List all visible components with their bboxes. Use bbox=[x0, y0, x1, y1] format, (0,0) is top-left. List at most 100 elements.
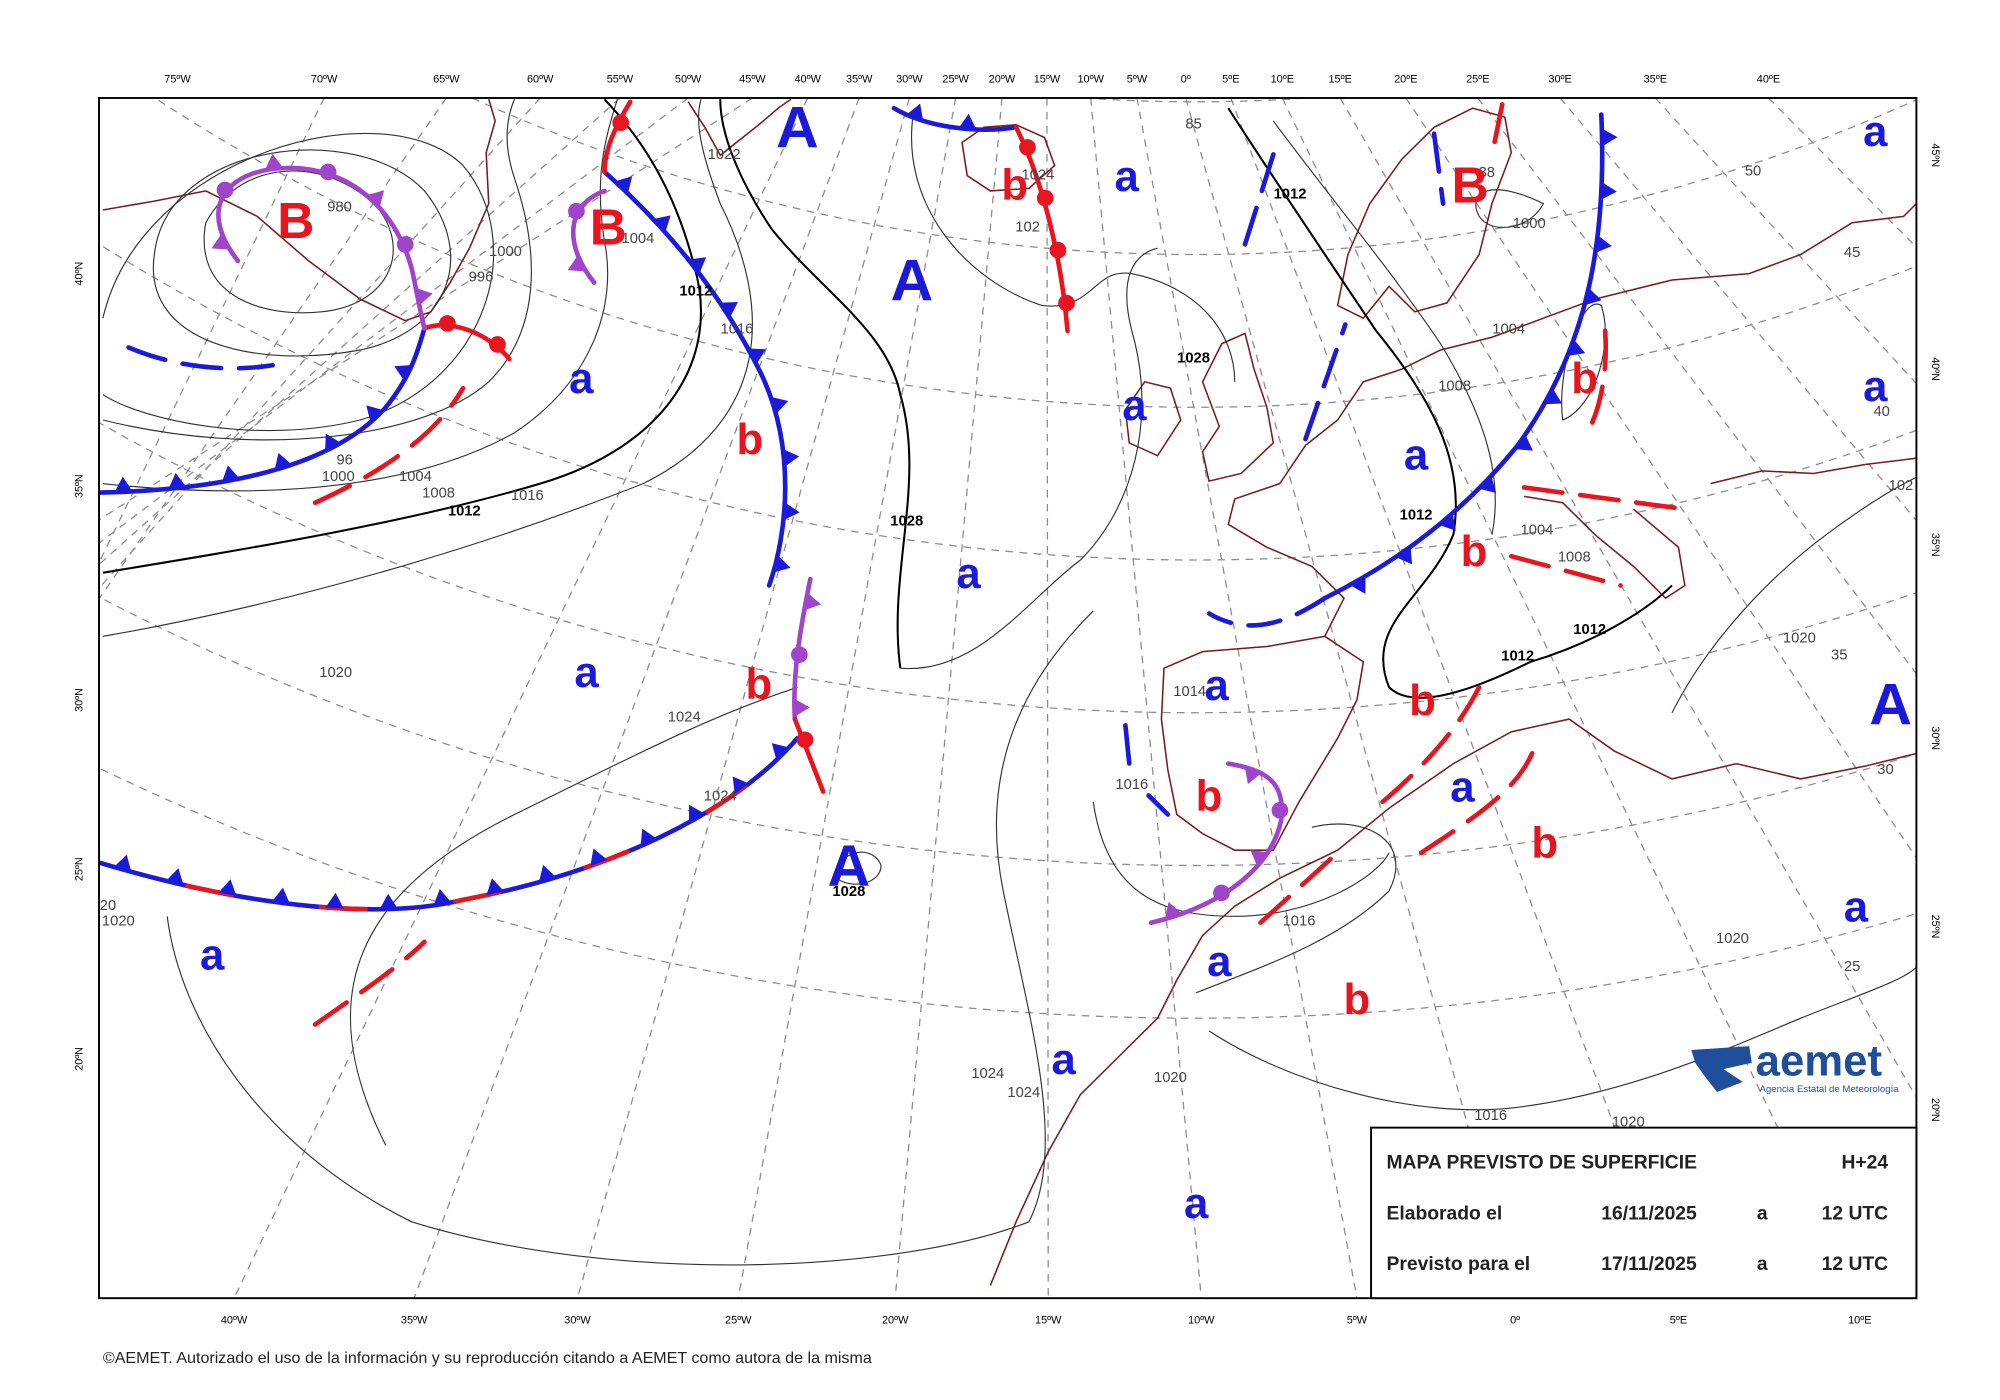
front-triangle bbox=[168, 472, 187, 489]
front-triangle bbox=[1601, 128, 1618, 147]
front-triangle bbox=[783, 502, 800, 521]
top-longitude-label: 50ºW bbox=[675, 74, 702, 86]
isobar-label: 30 bbox=[1877, 762, 1893, 778]
pressure-center: a bbox=[1205, 662, 1230, 710]
isobar-label: 1004 bbox=[1521, 523, 1554, 539]
isobar-label: 1028 bbox=[890, 514, 923, 530]
isobar-labels: 980 996 1000 1012 1016 1004 1022 1024 102 85 1012 1… bbox=[100, 117, 1913, 1131]
front-semicircle bbox=[568, 202, 585, 220]
trough bbox=[1589, 328, 1608, 425]
coast-turkey bbox=[1710, 457, 1917, 485]
isobar-label: 1020 bbox=[319, 665, 352, 681]
front-triangle bbox=[1515, 434, 1533, 451]
front-triangle bbox=[325, 433, 341, 452]
isobar-label: 1024 bbox=[704, 789, 737, 805]
top-longitude-label: 40ºW bbox=[794, 74, 821, 86]
front-triangle bbox=[748, 348, 766, 365]
top-longitude-label: 60ºW bbox=[527, 74, 554, 86]
coastlines bbox=[102, 98, 1917, 1286]
map-area: 980 996 1000 1012 1016 1004 1022 1024 102 85 1012 1… bbox=[99, 98, 1917, 1299]
logo-name: aemet bbox=[1756, 1038, 1882, 1086]
isobar bbox=[900, 247, 1158, 670]
front-semicircle bbox=[1058, 294, 1075, 312]
trough bbox=[1258, 850, 1340, 926]
front-triangle bbox=[804, 592, 822, 611]
warm-front bbox=[792, 716, 826, 794]
copyright: ©AEMET. Autorizado el uso de la informac… bbox=[103, 1350, 872, 1367]
isobar-label: 1000 bbox=[1513, 216, 1546, 232]
pressure-center: b bbox=[1196, 773, 1223, 821]
front-triangle bbox=[433, 888, 452, 906]
isobar bbox=[911, 114, 1236, 382]
isobar-label: 1016 bbox=[1474, 1108, 1507, 1124]
isobar-label: 50 bbox=[1745, 164, 1761, 180]
left-latitude-label: 30ºN bbox=[73, 688, 85, 712]
pressure-center: b bbox=[745, 661, 772, 709]
occluded-front bbox=[216, 165, 427, 331]
isobar-label: 1016 bbox=[1115, 777, 1148, 793]
top-longitude-label: 45ºW bbox=[739, 74, 766, 86]
isobar-label: 1024 bbox=[1021, 168, 1054, 184]
front-semicircle bbox=[489, 336, 506, 353]
info-box: MAPA PREVISTO DE SUPERFICIE H+24 Elabora… bbox=[1370, 1126, 1918, 1300]
cold-front bbox=[602, 169, 788, 588]
trough bbox=[1380, 684, 1482, 805]
pressure-center: b bbox=[1571, 355, 1598, 403]
meridian bbox=[99, 98, 753, 521]
front-semicircle bbox=[1019, 139, 1036, 156]
pressure-center: a bbox=[1115, 153, 1140, 201]
cold-front bbox=[891, 105, 1019, 132]
front-triangle bbox=[771, 743, 790, 761]
trough bbox=[1418, 748, 1536, 856]
meridian bbox=[1185, 98, 1516, 1299]
pressure-center: b bbox=[1001, 162, 1028, 210]
isobar-label: 1012 bbox=[1501, 649, 1534, 665]
front-triangle bbox=[1395, 546, 1413, 565]
right-latitude-label: 20ºN bbox=[1929, 1098, 1941, 1122]
front-triangle bbox=[486, 878, 505, 896]
pressure-center: a bbox=[574, 649, 599, 697]
front-triangle bbox=[782, 448, 800, 467]
bottom-longitude-label: 10ºW bbox=[1188, 1315, 1215, 1327]
meridian bbox=[1339, 98, 1917, 1099]
isobar-label: 1022 bbox=[708, 147, 741, 163]
pressure-center: a bbox=[1844, 884, 1869, 932]
front-triangle bbox=[211, 233, 230, 250]
isobar bbox=[1671, 476, 1917, 713]
pressure-center: A bbox=[828, 834, 871, 899]
pressure-center: a bbox=[1450, 764, 1475, 812]
front-semicircle bbox=[396, 236, 414, 253]
front-triangle bbox=[325, 892, 344, 909]
meridian bbox=[1281, 98, 1861, 1299]
bottom-longitude-label: 0º bbox=[1510, 1315, 1520, 1327]
front-triangle bbox=[794, 698, 810, 717]
isobar-label: 1012 bbox=[679, 283, 712, 299]
top-longitude-label: 75ºW bbox=[164, 74, 191, 86]
front-triangle bbox=[366, 190, 385, 208]
front-semicircle bbox=[796, 731, 814, 749]
isobar-label: 1008 bbox=[1558, 549, 1591, 565]
dash bbox=[1242, 144, 1279, 247]
isobar bbox=[102, 132, 495, 432]
parallel bbox=[99, 243, 1917, 561]
isobar-label: 45 bbox=[1844, 245, 1860, 261]
front-triangle bbox=[379, 893, 398, 910]
front-semicircle bbox=[1213, 884, 1230, 902]
isobar bbox=[832, 851, 882, 885]
front-triangle bbox=[166, 868, 184, 886]
front-triangle bbox=[773, 555, 791, 573]
top-longitude-label: 0º bbox=[1181, 74, 1191, 86]
trough bbox=[1521, 485, 1688, 512]
cold-front bbox=[99, 326, 427, 495]
front-triangle bbox=[720, 302, 739, 318]
coast-italy bbox=[1523, 495, 1686, 600]
logo: aemet Agencia Estatal de Meteorología bbox=[1691, 1038, 1899, 1095]
dash bbox=[126, 345, 275, 371]
map-frame bbox=[98, 97, 1918, 1300]
isobar-label: 102 bbox=[1889, 478, 1914, 494]
pressure-center: a bbox=[1122, 382, 1147, 430]
isobar-label: 96 bbox=[336, 453, 352, 469]
